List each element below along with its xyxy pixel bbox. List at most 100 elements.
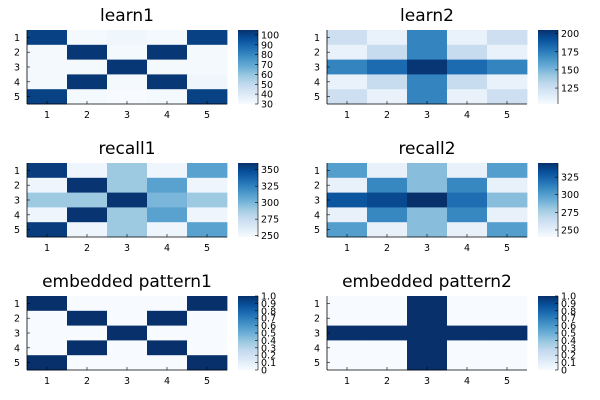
heatmap-cell-r3-c3 (407, 325, 448, 341)
x-tick-label: 1 (44, 110, 50, 121)
x-tick-label: 2 (384, 243, 390, 254)
x-tick-label: 3 (124, 376, 130, 387)
x-tick-label: 3 (424, 243, 430, 254)
heatmap-cell-r2-c2 (67, 310, 108, 326)
heatmap-cell-r5-c5 (487, 89, 528, 105)
x-tick-label: 1 (44, 243, 50, 254)
colorbar-tick-label: 350 (261, 165, 279, 176)
x-tick-label: 4 (164, 376, 170, 387)
heatmap-panel-6: embedded pattern2 1 2 3 4 5 1 2 3 4 5 00.10.20.30.4… (314, 272, 576, 387)
heatmap-cell-r2-c5 (487, 44, 528, 60)
heatmap-cell-r4-c4 (147, 74, 188, 90)
heatmap-cell-r1-c5 (487, 30, 528, 46)
heatmap-cell-r5-c1 (327, 222, 368, 238)
heatmap-cell-r4-c2 (367, 207, 408, 223)
x-tick-label: 4 (464, 376, 470, 387)
colorbar-tick-label: 0.1 (561, 358, 576, 369)
colorbar (538, 30, 558, 104)
heatmap-cell-r5-c2 (67, 222, 108, 238)
heatmap-cell-r2-c2 (367, 310, 408, 326)
colorbar-tick-label: 125 (561, 84, 579, 95)
heatmap-cell-r4-c2 (67, 74, 108, 90)
colorbar-tick-label: 90 (261, 40, 273, 51)
colorbar-tick-label: 0.5 (261, 329, 276, 340)
colorbar-tick-label: 0.8 (561, 306, 576, 317)
y-tick-label: 3 (14, 329, 20, 340)
heatmap-cell-r1-c1 (327, 296, 368, 312)
heatmap-cell-r2-c3 (407, 310, 448, 326)
y-tick-label: 1 (314, 299, 320, 310)
heatmap-cell-r2-c5 (187, 44, 228, 60)
x-tick-label: 2 (384, 376, 390, 387)
heatmap-cell-r5-c2 (367, 89, 408, 105)
colorbar-tick-label: 150 (561, 65, 579, 76)
heatmap-cell-r2-c4 (447, 310, 488, 326)
x-tick-label: 5 (204, 110, 210, 121)
colorbar-tick-label: 30 (261, 100, 273, 111)
panel-title: embedded pattern1 (42, 272, 212, 292)
heatmap-cell-r2-c4 (147, 177, 188, 193)
heatmap-cell-r3-c3 (407, 59, 448, 75)
heatmap-cell-r2-c3 (107, 310, 148, 326)
heatmap-cell-r1-c4 (447, 296, 488, 312)
heatmap-cell-r1-c2 (367, 163, 408, 179)
heatmap-cell-r2-c5 (187, 310, 228, 326)
heatmap-cell-r5-c5 (187, 222, 228, 238)
colorbar-tick-label: 80 (261, 50, 273, 61)
colorbar-tick-label: 0.2 (261, 351, 276, 362)
heatmap-cell-r3-c1 (27, 59, 68, 75)
heatmap-cell-r1-c5 (487, 296, 528, 312)
colorbar-tick-label: 250 (561, 225, 579, 236)
heatmap-cell-r4-c2 (67, 340, 108, 356)
y-tick-label: 3 (14, 196, 20, 207)
heatmap-cell-r5-c1 (27, 89, 68, 105)
colorbar-tick-label: 275 (561, 208, 579, 219)
heatmap-panel-5: embedded pattern1 1 2 3 4 5 1 2 3 4 5 00.10.20.30.4… (14, 272, 276, 387)
heatmap-cell-r2-c2 (367, 44, 408, 60)
heatmap-cell-r3-c4 (147, 192, 188, 208)
heatmap-cell-r1-c5 (187, 163, 228, 179)
heatmap-cell-r2-c1 (327, 177, 368, 193)
colorbar-tick-label: 0.4 (261, 336, 276, 347)
heatmap-cell-r3-c2 (67, 192, 108, 208)
heatmap-cell-r3-c5 (487, 59, 528, 75)
heatmap-cell-r4-c1 (327, 207, 368, 223)
colorbar-tick-label: 0.7 (261, 314, 276, 325)
heatmap-cell-r3-c3 (107, 192, 148, 208)
heatmap-cell-r5-c3 (407, 89, 448, 105)
y-tick-label: 2 (14, 48, 20, 59)
colorbar-tick-label: 0.9 (261, 299, 276, 310)
heatmap-cell-r3-c2 (367, 325, 408, 341)
heatmap-cell-r3-c4 (447, 192, 488, 208)
colorbar-tick-label: 0.4 (561, 336, 576, 347)
heatmap-cell-r3-c2 (367, 192, 408, 208)
y-tick-label: 5 (314, 225, 320, 236)
heatmap-cell-r3-c5 (187, 325, 228, 341)
colorbar-tick-label: 0 (561, 366, 567, 377)
heatmap-cell-r5-c4 (447, 89, 488, 105)
heatmap-cell-r4-c5 (187, 74, 228, 90)
heatmap-cell-r5-c2 (67, 89, 108, 105)
colorbar-tick-label: 0.6 (561, 321, 576, 332)
heatmap-cell-r3-c2 (67, 59, 108, 75)
y-tick-label: 3 (314, 329, 320, 340)
heatmap-cell-r3-c4 (447, 325, 488, 341)
heatmap-cell-r4-c1 (27, 74, 68, 90)
heatmap-cell-r5-c3 (407, 355, 448, 371)
x-tick-label: 3 (424, 110, 430, 121)
colorbar-tick-label: 0 (261, 366, 267, 377)
colorbar-tick-label: 40 (261, 90, 273, 101)
heatmap-cell-r4-c5 (187, 207, 228, 223)
y-tick-label: 5 (14, 358, 20, 369)
colorbar-tick-label: 0.7 (561, 314, 576, 325)
heatmap-cell-r5-c2 (367, 222, 408, 238)
y-tick-label: 4 (314, 210, 320, 221)
panel-title: recall2 (398, 139, 455, 159)
heatmap-cell-r2-c5 (487, 177, 528, 193)
x-tick-label: 5 (504, 376, 510, 387)
x-tick-label: 4 (464, 243, 470, 254)
heatmap-cell-r1-c2 (67, 30, 108, 46)
heatmap-cell-r4-c2 (67, 207, 108, 223)
